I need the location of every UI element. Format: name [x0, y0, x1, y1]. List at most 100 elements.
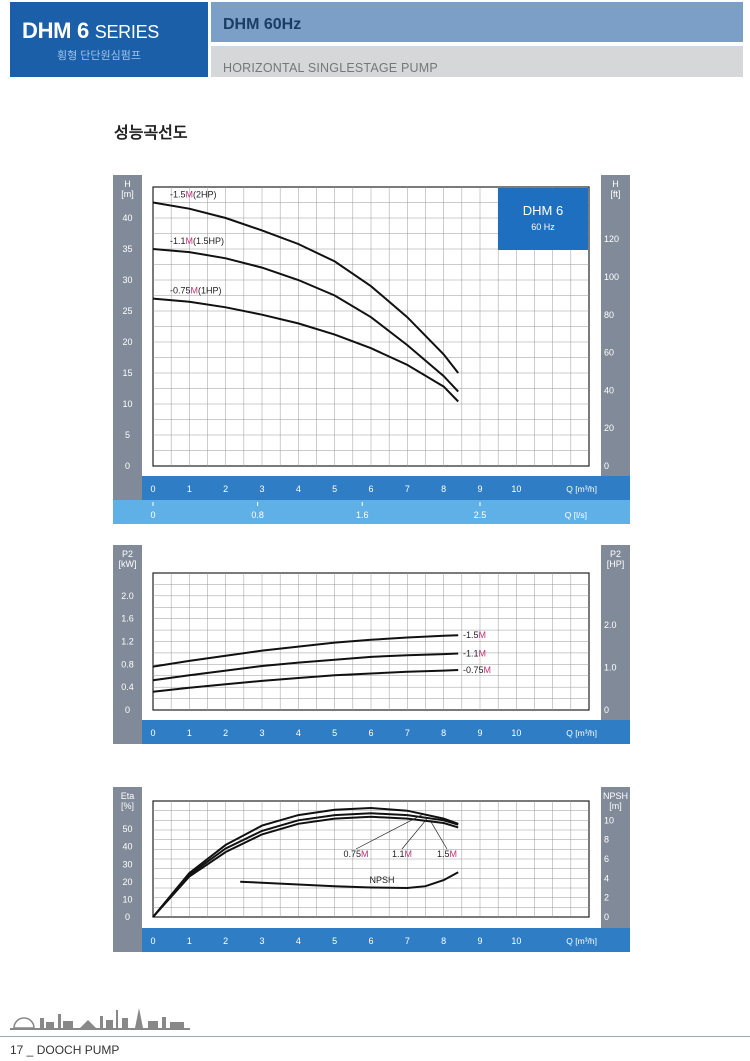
left-tick-label: 10	[122, 894, 132, 904]
right-tick-label: 40	[604, 385, 614, 395]
city-skyline-logo	[10, 1008, 190, 1030]
x2-axis-label: Q [l/s]	[565, 510, 587, 520]
left-axis-label: H	[124, 179, 131, 189]
series-curve	[152, 812, 459, 918]
left-axis-bar	[113, 545, 142, 720]
x-axis-bar-left	[113, 928, 142, 952]
right-axis-bar	[601, 175, 630, 476]
left-tick-label: 0.4	[121, 682, 134, 692]
right-tick-label: 2	[604, 893, 609, 903]
right-tick-label: 100	[604, 272, 619, 282]
left-tick-label: 1.2	[121, 637, 134, 647]
left-tick-label: 0	[125, 461, 130, 471]
series-banner	[10, 2, 208, 77]
series-label: -1.1M(1.5HP)	[170, 236, 224, 246]
x-axis-label: Q [m³/h]	[566, 728, 597, 738]
x-tick-label: 7	[405, 728, 410, 738]
left-tick-label: 35	[122, 244, 132, 254]
footer-page-label: 17 _ DOOCH PUMP	[10, 1043, 120, 1057]
x-axis-bar-left	[113, 720, 142, 744]
series-leader	[355, 813, 424, 850]
x-tick-label: 10	[511, 936, 521, 946]
x-tick-label: 3	[259, 484, 264, 494]
left-tick-label: 20	[122, 877, 132, 887]
x-axis-label: Q [m³/h]	[566, 936, 597, 946]
right-tick-label: 0	[604, 705, 609, 715]
right-tick-label: 10	[604, 815, 614, 825]
model-badge	[498, 188, 588, 250]
x-tick-label: 1	[187, 936, 192, 946]
x-tick-label: 3	[259, 936, 264, 946]
series-curve	[152, 669, 459, 693]
right-axis-unit: [ft]	[610, 189, 620, 199]
x-tick-label: 6	[368, 936, 373, 946]
series-curve	[152, 652, 459, 682]
x2-tick-label: 0	[150, 510, 155, 520]
x2-tick-label: 1.6	[356, 510, 369, 520]
right-tick-label: 0	[604, 461, 609, 471]
left-tick-label: 40	[122, 842, 132, 852]
series-leader	[401, 818, 428, 850]
series-label: 1.5M	[437, 849, 457, 859]
x-tick-label: 9	[477, 728, 482, 738]
x-tick-label: 0	[150, 936, 155, 946]
series-leader	[430, 821, 448, 850]
series-label: -1.5M(2HP)	[170, 190, 217, 200]
right-tick-label: 120	[604, 234, 619, 244]
section-title: 성능곡선도	[114, 125, 188, 142]
series-word: SERIES	[94, 22, 160, 42]
description-banner	[211, 46, 743, 77]
left-tick-label: 10	[122, 399, 132, 409]
right-tick-label: 80	[604, 310, 614, 320]
left-tick-label: 0	[125, 912, 130, 922]
series-title: DHM 6 SERIES	[22, 18, 159, 44]
x-tick-label: 5	[332, 936, 337, 946]
x-tick-label: 5	[332, 484, 337, 494]
series-curve	[152, 297, 459, 403]
left-axis-bar	[113, 175, 142, 476]
series-main: DHM 6	[22, 18, 89, 43]
model-description: HORIZONTAL SINGLESTAGE PUMP	[223, 61, 438, 75]
series-curve	[152, 248, 459, 393]
series-label: 0.75M	[343, 849, 368, 859]
x-tick-label: 0	[150, 728, 155, 738]
series-label: -0.75M(1HP)	[170, 286, 222, 296]
npsh-curve	[240, 871, 459, 890]
left-tick-label: 30	[122, 859, 132, 869]
left-tick-label: 5	[125, 430, 130, 440]
x-axis-bar-left	[113, 476, 142, 500]
series-korean-subtitle: 횡형 단단원심펌프	[57, 50, 142, 62]
footer-rule	[0, 1036, 750, 1037]
right-tick-label: 1.0	[604, 662, 617, 672]
x-tick-label: 2	[223, 484, 228, 494]
x-axis-bar	[142, 476, 630, 500]
left-axis-label: P2	[122, 549, 133, 559]
series-curve	[152, 201, 459, 374]
right-axis-bar	[601, 787, 630, 928]
right-tick-label: 2.0	[604, 620, 617, 630]
x-tick-label: 2	[223, 728, 228, 738]
x-tick-label: 6	[368, 728, 373, 738]
right-tick-label: 6	[604, 854, 609, 864]
left-tick-label: 20	[122, 337, 132, 347]
x2-axis-bar	[113, 500, 630, 524]
x-tick-label: 9	[477, 484, 482, 494]
left-tick-label: 2.0	[121, 591, 134, 601]
x-tick-label: 3	[259, 728, 264, 738]
right-axis-label: NPSH	[603, 791, 628, 801]
right-tick-label: 8	[604, 835, 609, 845]
right-axis-bar	[601, 545, 630, 720]
x-tick-label: 4	[296, 728, 301, 738]
series-curve	[152, 634, 459, 668]
left-tick-label: 25	[122, 306, 132, 316]
x-tick-label: 4	[296, 484, 301, 494]
right-tick-label: 20	[604, 423, 614, 433]
npsh-label: NPSH	[369, 875, 394, 885]
left-tick-label: 0	[125, 705, 130, 715]
left-axis-unit: [kW]	[119, 559, 137, 569]
series-label: -0.75M	[463, 665, 491, 675]
x-axis-label: Q [m³/h]	[566, 484, 597, 494]
x2-tick-label: 2.5	[474, 510, 487, 520]
right-tick-label: 4	[604, 873, 609, 883]
right-axis-label: H	[612, 179, 619, 189]
